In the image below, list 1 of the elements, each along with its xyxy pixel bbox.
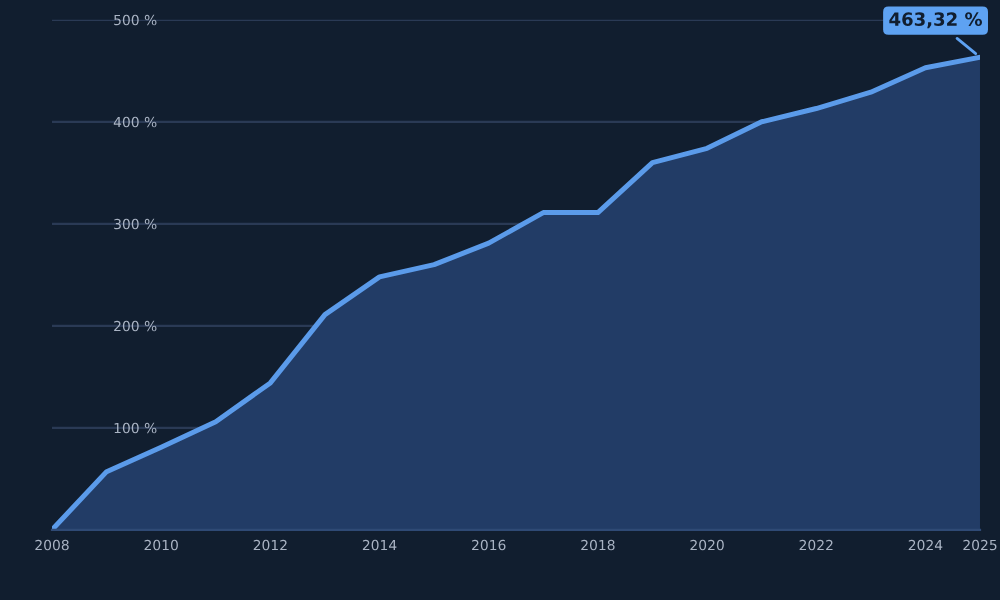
annotation: 463,32 % xyxy=(889,12,983,29)
